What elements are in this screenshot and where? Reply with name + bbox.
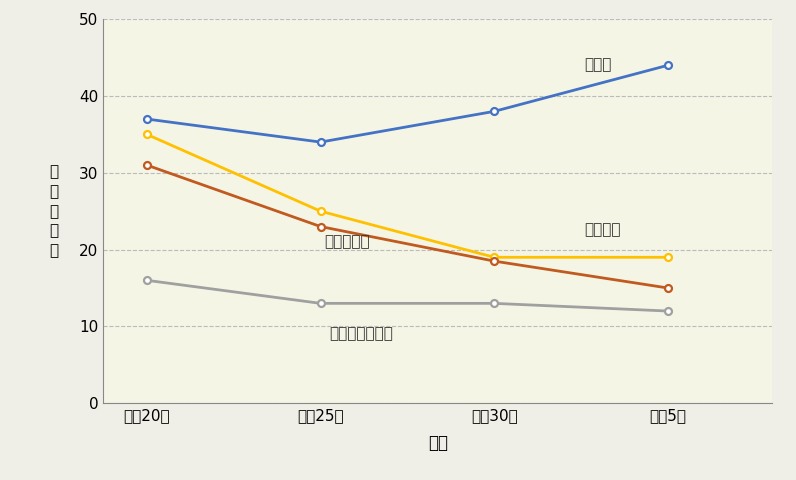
Y-axis label: 比
率
（
％
）: 比 率 （ ％ ） <box>49 164 59 258</box>
Text: ペット飼育: ペット飼育 <box>324 234 369 249</box>
Text: バルコニー利用: バルコニー利用 <box>330 326 393 341</box>
Text: 違法駐車: 違法駐車 <box>584 222 621 237</box>
Text: 生活音: 生活音 <box>584 57 612 72</box>
X-axis label: 年度: 年度 <box>427 434 448 452</box>
